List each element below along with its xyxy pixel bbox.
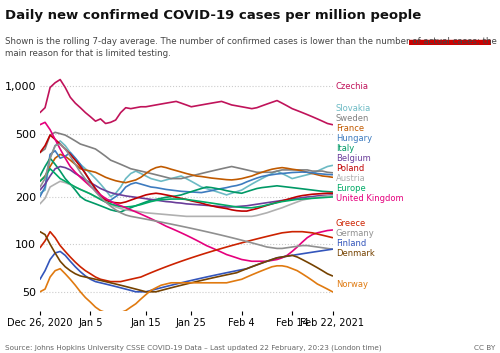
Text: Austria: Austria [336, 174, 366, 183]
Text: United Kingdom: United Kingdom [336, 194, 404, 203]
Text: Denmark: Denmark [336, 249, 375, 258]
Text: Daily new confirmed COVID-19 cases per million people: Daily new confirmed COVID-19 cases per m… [5, 9, 421, 22]
Text: Slovakia: Slovakia [336, 104, 371, 113]
Text: Europe: Europe [336, 184, 366, 193]
Text: France: France [336, 124, 364, 133]
Text: Sweden: Sweden [336, 114, 370, 124]
Text: Source: Johns Hopkins University CSSE COVID-19 Data – Last updated 22 February, : Source: Johns Hopkins University CSSE CO… [5, 345, 382, 351]
Text: Czechia: Czechia [336, 82, 369, 91]
Text: Hungary: Hungary [336, 134, 372, 143]
Text: in Data: in Data [432, 26, 467, 35]
Text: Italy: Italy [336, 144, 354, 153]
Text: Our World: Our World [426, 14, 474, 23]
Text: Finland: Finland [336, 239, 366, 248]
Bar [408, 40, 491, 45]
Text: Germany: Germany [336, 229, 375, 238]
Text: CC BY: CC BY [474, 345, 495, 351]
Text: Greece: Greece [336, 219, 366, 228]
Text: Poland: Poland [336, 164, 364, 173]
Text: Belgium: Belgium [336, 154, 371, 163]
Text: Shown is the rolling 7-day average. The number of confirmed cases is lower than : Shown is the rolling 7-day average. The … [5, 37, 497, 58]
Text: Norway: Norway [336, 280, 368, 289]
